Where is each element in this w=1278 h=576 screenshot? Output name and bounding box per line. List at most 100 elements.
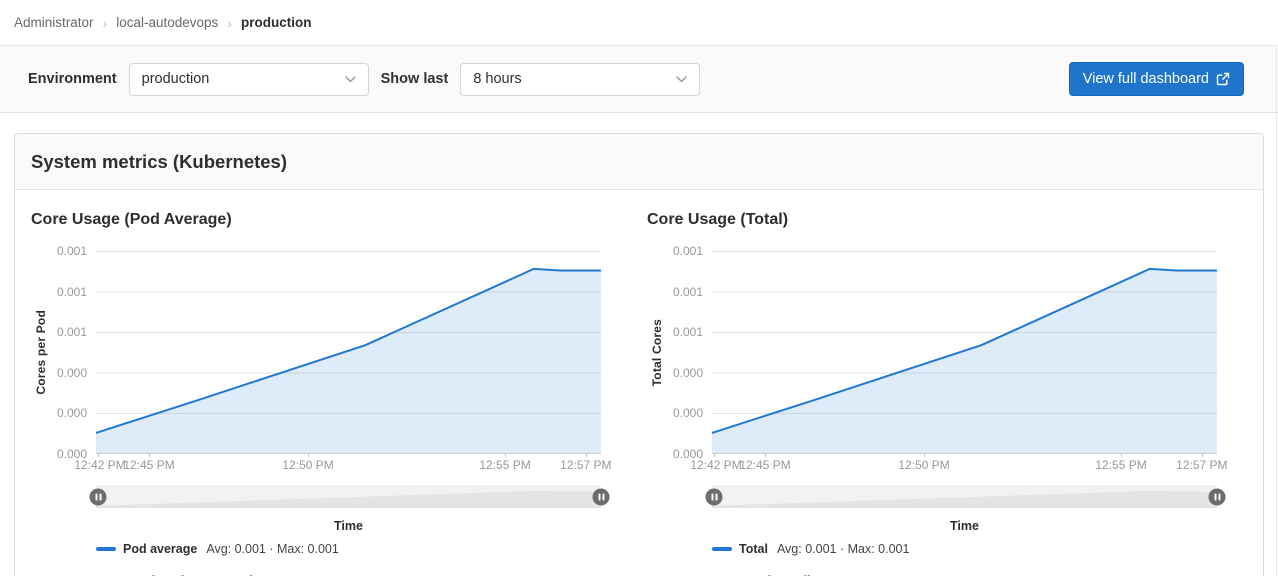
- chevron-down-icon: [344, 75, 356, 83]
- view-full-dashboard-button[interactable]: View full dashboard: [1068, 62, 1244, 96]
- panel-title: System metrics (Kubernetes): [31, 150, 288, 172]
- x-axis-tick-label: 12:50 PM: [898, 458, 950, 472]
- series-area: [96, 268, 601, 454]
- x-axis-tick-mark: [765, 453, 767, 457]
- slider-handle-left[interactable]: [89, 488, 107, 505]
- x-axis-tick-label: 12:42 PM: [690, 458, 742, 472]
- y-axis-ticks: 0.001 0.001 0.001 0.000 0.000 0.000: [667, 244, 712, 461]
- legend-series-stats: Avg: 0.001 · Max: 0.001: [776, 542, 910, 556]
- legend-item[interactable]: Pod average Avg: 0.001 · Max: 0.001: [96, 542, 631, 556]
- legend-series-stats: Avg: 0.001 · Max: 0.001: [206, 542, 339, 556]
- time-range-dropdown-value: 8 hours: [473, 71, 522, 87]
- breadcrumb-item-administrator[interactable]: Administrator: [14, 15, 94, 30]
- y-axis-tick: 0.001: [56, 284, 87, 299]
- x-axis-tick-mark: [1121, 453, 1123, 457]
- environment-dropdown[interactable]: production: [128, 62, 369, 96]
- chart-title: Core Usage (Total): [647, 211, 789, 228]
- x-axis-tick-mark: [97, 453, 99, 457]
- pause-icon: [99, 493, 102, 500]
- series-area: [712, 268, 1217, 454]
- plot-row: Cores per Pod 0.001 0.001 0.001 0.000 0.…: [31, 244, 631, 461]
- view-full-dashboard-label: View full dashboard: [1082, 71, 1209, 87]
- y-axis-tick: 0.000: [56, 365, 87, 380]
- legend-series-name: Pod average: [123, 542, 198, 556]
- panel-body: Core Usage (Pod Average) Cores per Pod 0…: [15, 190, 1263, 576]
- chevron-down-icon: [676, 75, 688, 83]
- y-axis-tick: 0.001: [56, 325, 87, 340]
- area-chart-svg[interactable]: [712, 251, 1217, 454]
- y-axis-ticks: 0.001 0.001 0.001 0.000 0.000 0.000: [51, 244, 96, 461]
- pause-icon: [715, 493, 718, 500]
- breadcrumb-item-project[interactable]: local-autodevops: [116, 15, 219, 30]
- slider-track[interactable]: [712, 485, 1217, 508]
- x-axis-tick-label: 12:57 PM: [1176, 458, 1228, 472]
- x-axis-tick-label: 12:42 PM: [74, 458, 126, 472]
- series-line: [96, 267, 601, 434]
- x-axis-labels: 12:42 PM 12:45 PM 12:50 PM 12:55 PM 12:5…: [74, 453, 612, 472]
- pause-icon: [1218, 493, 1220, 500]
- pause-icon: [602, 493, 604, 500]
- panel-header: System metrics (Kubernetes): [15, 134, 1263, 190]
- scrollbar[interactable]: [1276, 46, 1277, 576]
- chart-title: Memory Usage (Pod average): [31, 574, 631, 576]
- x-axis-tick-mark: [924, 453, 926, 457]
- pause-icon: [95, 493, 98, 500]
- chart-core-usage-pod-average: Core Usage (Pod Average) Cores per Pod 0…: [31, 211, 631, 556]
- x-axis-tick-label: 12:45 PM: [123, 458, 175, 472]
- chart-memory-usage-pod-average: Memory Usage (Pod average): [31, 574, 631, 576]
- pause-icon: [598, 493, 600, 500]
- x-axis-tick-mark: [585, 453, 587, 457]
- y-axis-tick: 0.000: [672, 365, 703, 380]
- pause-icon: [711, 493, 714, 500]
- time-range-dropdown[interactable]: 8 hours: [460, 62, 701, 96]
- x-axis-tick-mark: [1201, 453, 1203, 457]
- slider-handle-left[interactable]: [705, 488, 723, 505]
- chart-title: Memory Usage (Total): [647, 574, 1247, 576]
- zoom-slider[interactable]: [705, 485, 1226, 508]
- x-axis-tick-mark: [308, 453, 310, 457]
- x-axis-tick-label: 12:57 PM: [560, 458, 612, 472]
- breadcrumb: Administrator › local-autodevops › produ…: [0, 0, 1278, 46]
- area-chart-svg[interactable]: [96, 251, 601, 454]
- slider-track[interactable]: [96, 485, 601, 508]
- x-axis-tick-mark: [149, 453, 151, 457]
- external-link-icon: [1216, 72, 1230, 86]
- x-axis-tick-label: 12:55 PM: [1095, 458, 1147, 472]
- pause-icon: [1214, 493, 1216, 500]
- series-color-dash: [712, 547, 732, 551]
- breadcrumb-item-current: production: [240, 15, 312, 30]
- chart-title: Core Usage (Pod Average): [31, 211, 232, 228]
- legend-series-name: Total: [739, 542, 768, 556]
- x-axis-tick-mark: [505, 453, 507, 457]
- x-axis-labels: 12:42 PM 12:45 PM 12:50 PM 12:55 PM 12:5…: [690, 453, 1228, 472]
- y-axis-tick: 0.000: [672, 406, 703, 421]
- zoom-slider[interactable]: [89, 485, 610, 508]
- legend-item[interactable]: Total Avg: 0.001 · Max: 0.001: [712, 542, 1247, 556]
- y-axis-tick: 0.001: [56, 244, 87, 258]
- environment-label: Environment: [28, 71, 117, 87]
- plot-row: Total Cores 0.001 0.001 0.001 0.000 0.00…: [647, 244, 1247, 461]
- x-axis-tick-label: 12:50 PM: [282, 458, 334, 472]
- filter-bar: Environment production Show last 8 hours…: [0, 46, 1278, 113]
- y-axis-title: Cores per Pod: [34, 310, 48, 395]
- environment-dropdown-value: production: [141, 71, 210, 87]
- y-axis-tick: 0.000: [56, 447, 87, 461]
- x-axis-tick-mark: [713, 453, 715, 457]
- plot-area[interactable]: [96, 251, 601, 454]
- slider-handle-right[interactable]: [592, 488, 610, 505]
- slider-data-shadow: [96, 490, 601, 508]
- series-color-dash: [96, 547, 116, 551]
- series-line: [712, 267, 1217, 434]
- slider-data-shadow: [712, 490, 1217, 508]
- y-axis-tick: 0.001: [672, 244, 703, 258]
- slider-handle-right[interactable]: [1208, 488, 1226, 505]
- chart-memory-usage-total: Memory Usage (Total): [647, 574, 1247, 576]
- metrics-panel: System metrics (Kubernetes) Core Usage (…: [14, 133, 1264, 576]
- y-axis-tick: 0.001: [672, 284, 703, 299]
- breadcrumb-separator-icon: ›: [102, 14, 108, 31]
- plot-area[interactable]: [712, 251, 1217, 454]
- y-axis-tick: 0.001: [672, 325, 703, 340]
- x-axis-title: Time: [334, 519, 363, 533]
- chart-grid: Core Usage (Pod Average) Cores per Pod 0…: [31, 211, 1247, 576]
- x-axis-title: Time: [950, 519, 979, 533]
